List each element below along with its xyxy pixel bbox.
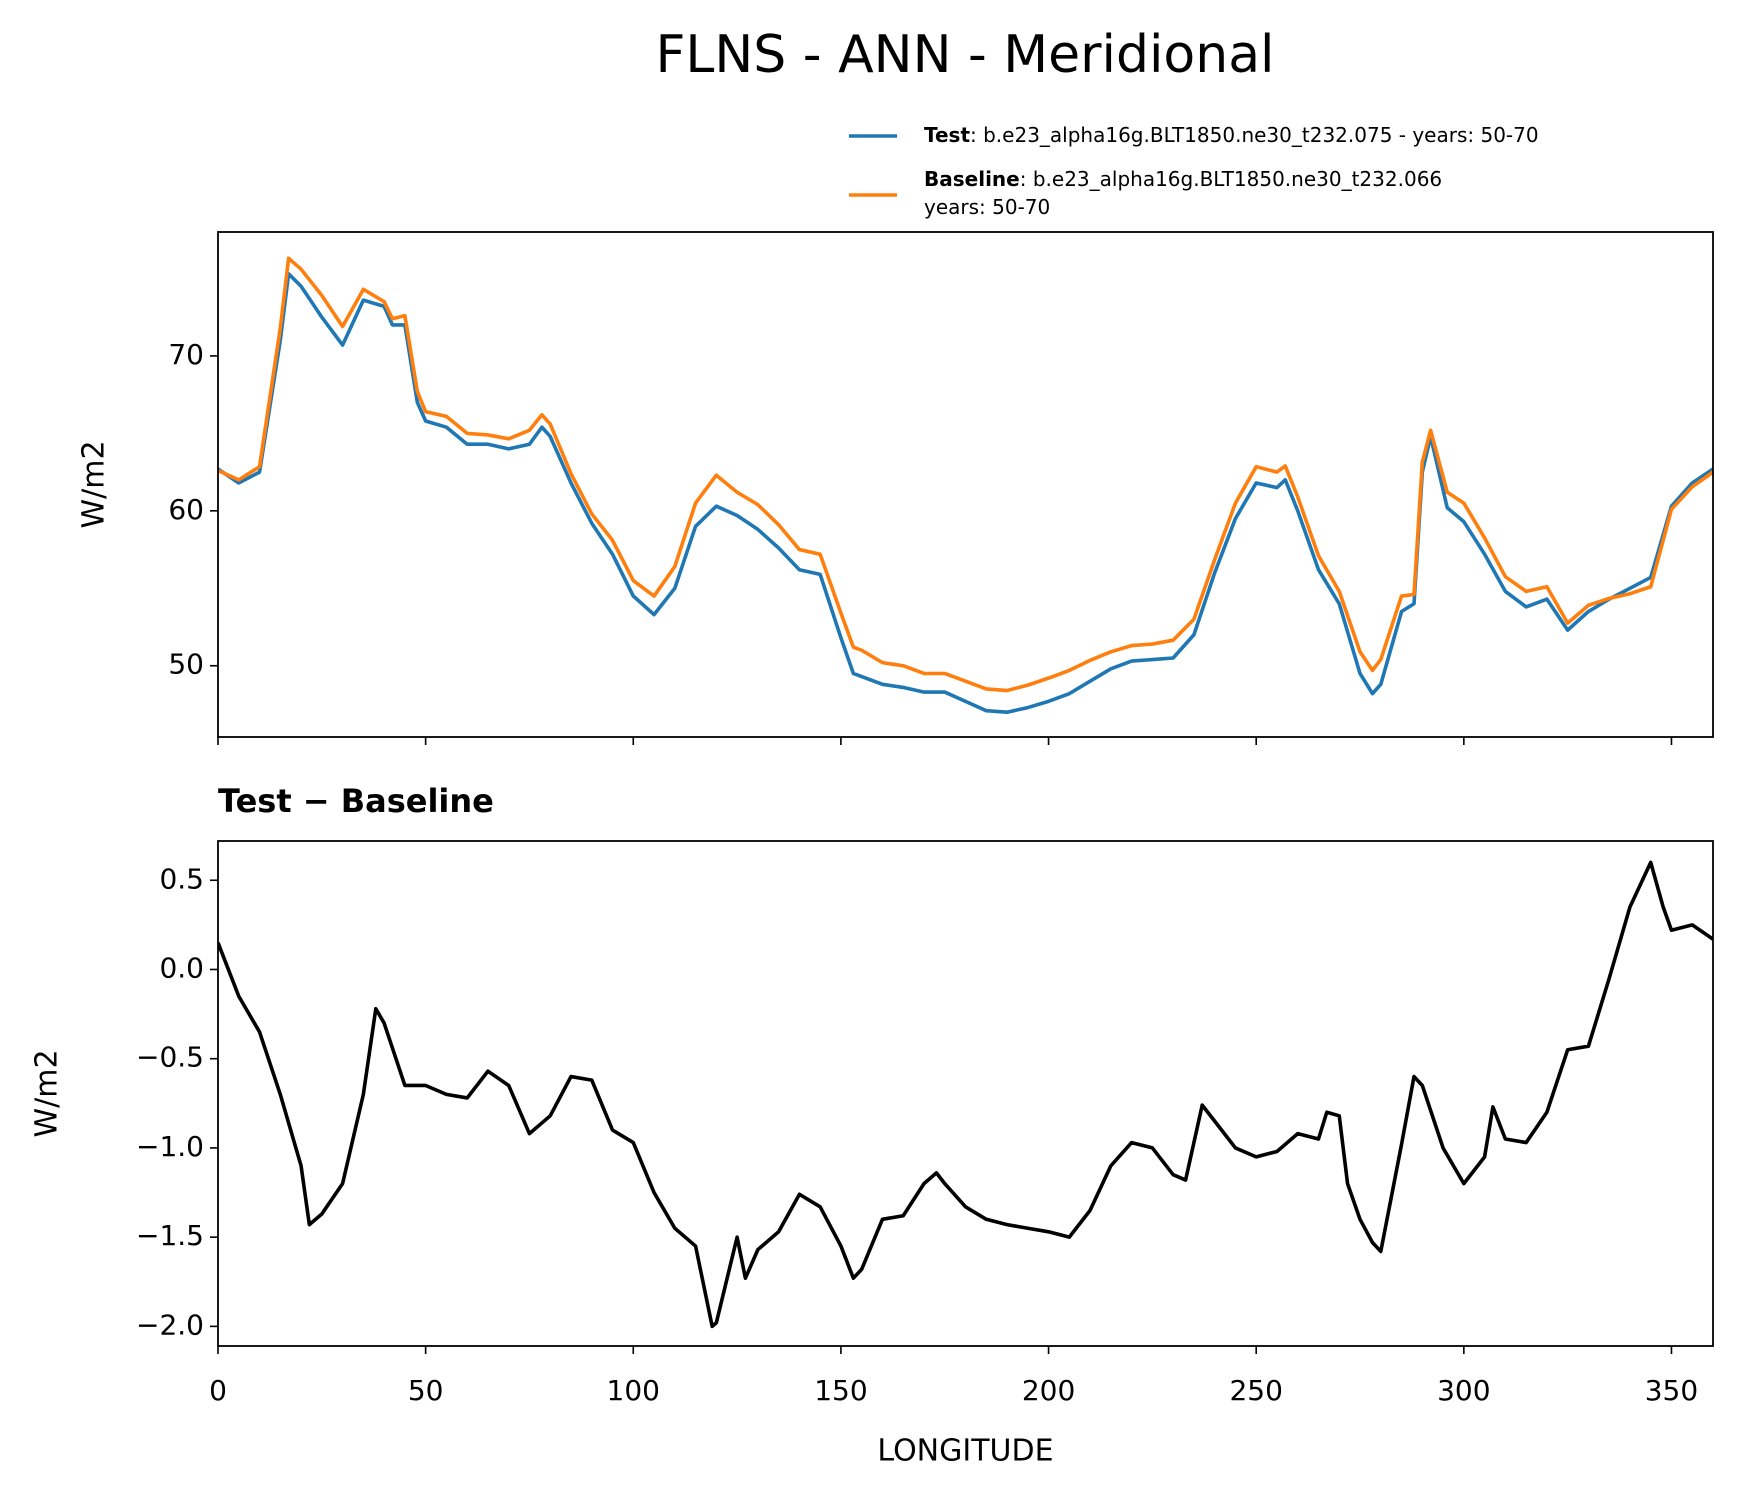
y-tick-label: 0.5 [159, 862, 204, 895]
legend-description: years: 50-70 [924, 195, 1050, 219]
y-tick-label: 0.0 [159, 951, 204, 984]
y-tick-label: 70 [168, 338, 204, 371]
x-tick-label: 350 [1645, 1374, 1698, 1407]
y-axis-label: W/m2 [30, 1049, 65, 1137]
y-axis-label: W/m2 [77, 440, 112, 528]
series-line [218, 860, 1713, 1329]
figure-title: FLNS - ANN - Meridional [655, 25, 1274, 85]
legend-label: Baseline: b.e23_alpha16g.BLT1850.ne30_t2… [924, 167, 1442, 191]
series-line [218, 256, 1713, 693]
axes-frame [217, 231, 1714, 738]
x-tick-label: 100 [607, 1374, 660, 1407]
legend-label: years: 50-70 [924, 195, 1050, 219]
y-tick-label: −0.5 [136, 1041, 204, 1074]
series-line [218, 272, 1713, 715]
y-tick-label: 50 [168, 648, 204, 681]
y-tick-label: −2.0 [136, 1308, 204, 1341]
x-tick-label: 300 [1437, 1374, 1490, 1407]
legend-label: Test: b.e23_alpha16g.BLT1850.ne30_t232.0… [924, 123, 1539, 147]
x-tick-label: 250 [1229, 1374, 1282, 1407]
legend-name: Test [924, 123, 970, 147]
x-tick-label: 200 [1022, 1374, 1075, 1407]
y-tick-label: −1.5 [136, 1219, 204, 1252]
x-axis-label: LONGITUDE [877, 1434, 1053, 1469]
legend-description: : b.e23_alpha16g.BLT1850.ne30_t232.075 -… [970, 123, 1539, 147]
subplot-title: Test − Baseline [218, 782, 494, 820]
x-tick-label: 150 [814, 1374, 867, 1407]
y-tick-label: −1.0 [136, 1130, 204, 1163]
axes-frame [217, 840, 1714, 1347]
legend-name: Baseline [924, 167, 1020, 191]
x-tick-label: 50 [408, 1374, 444, 1407]
legend-description: : b.e23_alpha16g.BLT1850.ne30_t232.066 [1020, 167, 1442, 191]
x-tick-label: 0 [209, 1374, 227, 1407]
y-tick-label: 60 [168, 493, 204, 526]
